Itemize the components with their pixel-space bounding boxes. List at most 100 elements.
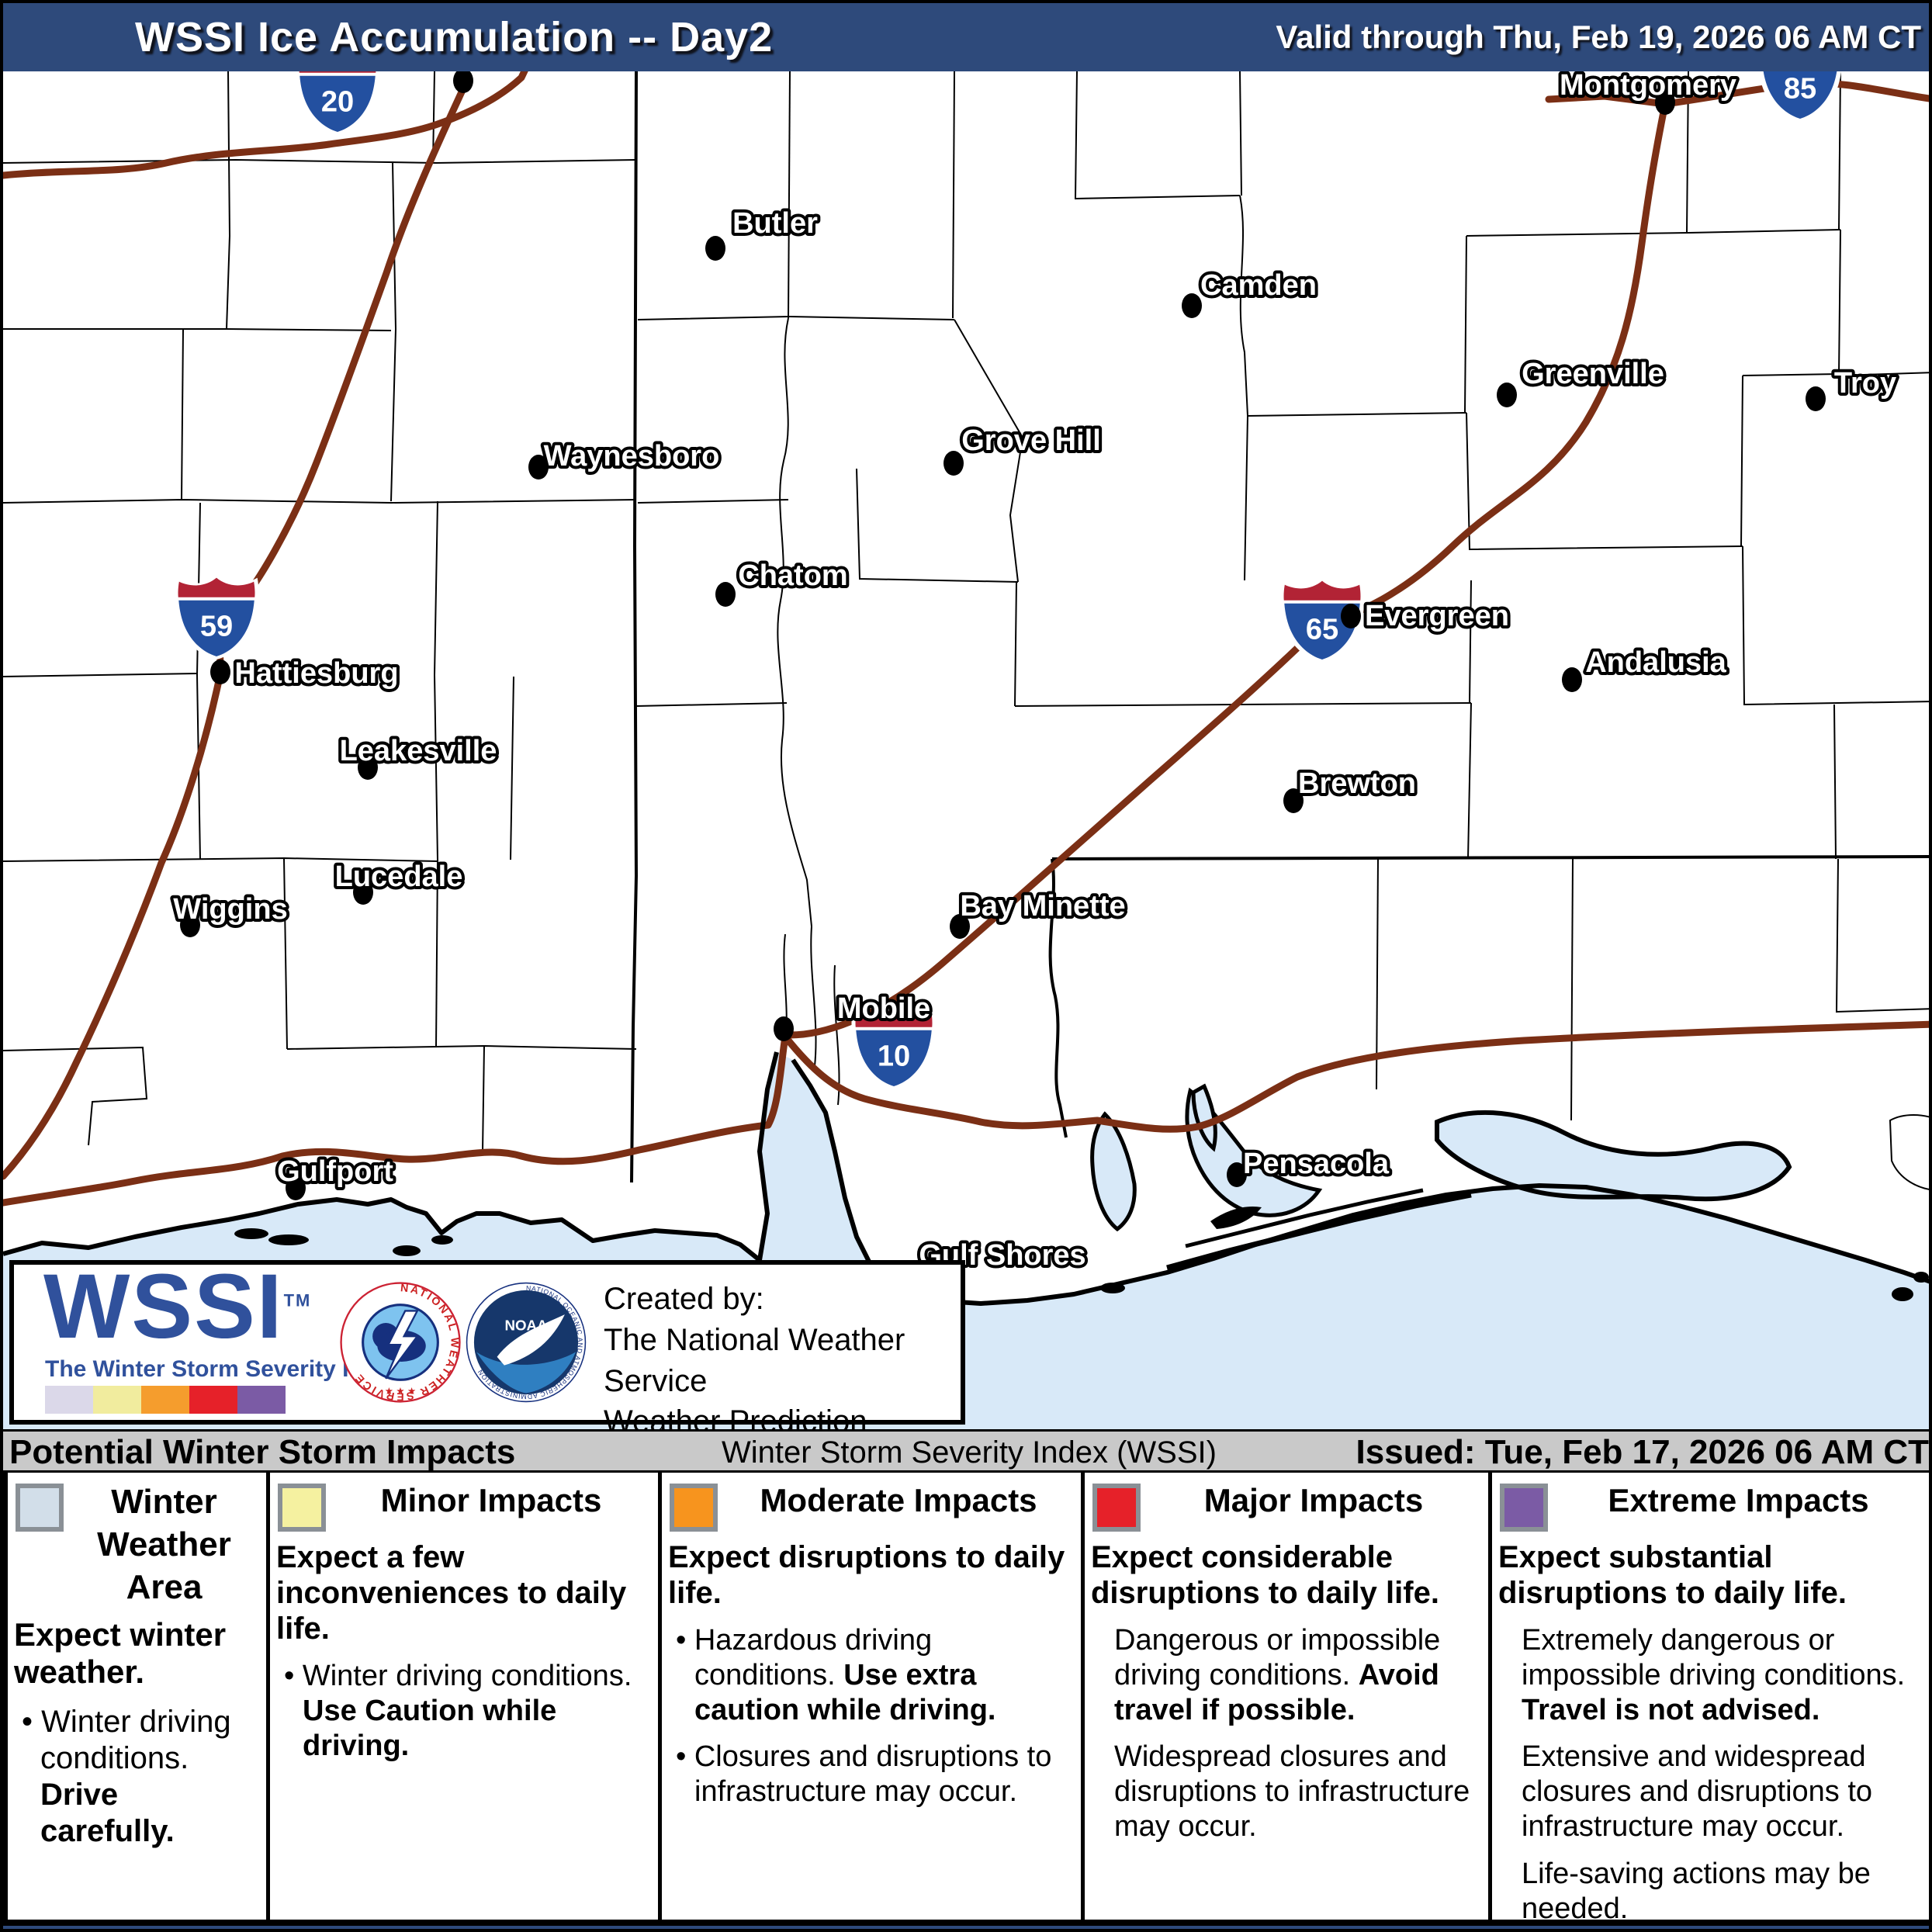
svg-text:NOAA: NOAA	[504, 1317, 548, 1333]
svg-text:Montgomery: Montgomery	[1560, 71, 1736, 102]
state-lines	[630, 71, 1929, 1183]
minor-swatch	[278, 1484, 326, 1532]
impacts-bar-subtitle: Winter Storm Severity Index (WSSI)	[722, 1435, 1217, 1470]
severity-color-chip	[45, 1386, 93, 1414]
trademark: TM	[283, 1290, 312, 1311]
svg-text:Butler: Butler	[732, 207, 818, 240]
page-title: WSSI Ice Accumulation -- Day2	[135, 14, 774, 61]
legend-title: Major Impacts	[1203, 1482, 1424, 1518]
nws-logo-icon: NATIONAL WEATHER SERVICE ★ ★ ★	[340, 1282, 461, 1403]
city-leakesville: Leakesville	[337, 732, 500, 780]
svg-text:Camden: Camden	[1200, 269, 1317, 302]
legend-item: Extensive and widespread closures and di…	[1522, 1740, 1873, 1844]
perdido-bay	[1090, 1111, 1137, 1232]
impacts-bar-title: Potential Winter Storm Impacts	[9, 1433, 516, 1471]
legend-col-major: Major Impacts Expect considerable disrup…	[1081, 1473, 1488, 1920]
map-area: 20 85 59 65 10 Montgomery Butler Camden Greenvi…	[3, 71, 1929, 1429]
legend-col-extreme: Extreme Impacts Expect substantial disru…	[1488, 1473, 1929, 1925]
city-bay-minette: Bay Minette	[950, 887, 1129, 939]
legend-title: Minor Impacts	[380, 1482, 602, 1518]
city-gulfport: Gulfport	[274, 1152, 396, 1200]
svg-text:59: 59	[200, 611, 233, 643]
interstate-20-shield-icon: 20	[295, 71, 380, 135]
interstate-10-shield-icon: 10	[851, 1004, 937, 1089]
legend-col-moderate: Moderate Impacts Expect disruptions to d…	[658, 1473, 1081, 1920]
svg-text:Leakesville: Leakesville	[340, 735, 497, 767]
legend-items: Extremely dangerous or impossible drivin…	[1498, 1623, 1924, 1927]
legend-item: Widespread closures and disruptions to i…	[1114, 1740, 1470, 1844]
road-i65	[786, 100, 1669, 1039]
city-brewton: Brewton	[1283, 764, 1419, 813]
escambia-bay	[1191, 1083, 1217, 1152]
winter-weather-swatch	[16, 1484, 64, 1532]
svg-text:65: 65	[1306, 614, 1338, 646]
svg-text:Mobile: Mobile	[837, 992, 930, 1025]
valid-through-text: Valid through Thu, Feb 19, 2026 06 AM CT	[1276, 19, 1921, 55]
city-chatom: Chatom	[715, 556, 851, 607]
legend-intro: Expect a few inconveniences to daily lif…	[276, 1540, 627, 1646]
svg-text:Waynesboro: Waynesboro	[544, 440, 720, 473]
severity-color-chip	[141, 1386, 189, 1414]
city-dot	[453, 71, 473, 93]
city-lucedale: Lucedale	[332, 857, 466, 905]
legend-title: Winter Weather Area	[97, 1483, 231, 1606]
interstate-85-shield-icon: 85	[1758, 71, 1842, 122]
svg-text:Pensacola: Pensacola	[1243, 1148, 1390, 1180]
svg-text:Hattiesburg: Hattiesburg	[234, 657, 398, 690]
legend-item: • Winter driving conditions. Use Caution…	[284, 1660, 632, 1762]
legend-item: Life-saving actions may be needed.	[1522, 1857, 1871, 1925]
road-i10-east	[781, 1020, 1929, 1133]
legend-intro: Expect substantial disruptions to daily …	[1498, 1540, 1847, 1610]
severity-color-chip	[189, 1386, 237, 1414]
legend-items: • Winter driving conditions. Use Caution…	[276, 1659, 652, 1763]
legend-items: Dangerous or impossible driving conditio…	[1091, 1623, 1482, 1844]
legend-intro: Expect disruptions to daily life.	[668, 1540, 1065, 1610]
legend-item: • Hazardous driving conditions. Use extr…	[676, 1624, 996, 1726]
svg-text:Evergreen: Evergreen	[1365, 600, 1509, 632]
legend-item: Dangerous or impossible driving conditio…	[1114, 1624, 1441, 1726]
wssi-logo: WSSITM	[43, 1255, 312, 1358]
svg-text:Gulfport: Gulfport	[277, 1155, 393, 1188]
svg-text:10: 10	[878, 1040, 910, 1073]
legend-intro: Expect winter weather.	[14, 1616, 227, 1691]
issued-text: Issued: Tue, Feb 17, 2026 06 AM CT	[1356, 1433, 1929, 1471]
city-pensacola: Pensacola	[1227, 1144, 1393, 1187]
city-evergreen: Evergreen	[1341, 597, 1512, 635]
severity-color-chip	[237, 1386, 286, 1414]
city-butler: Butler	[705, 204, 821, 261]
city-waynesboro: Waynesboro	[528, 437, 722, 480]
moderate-swatch	[670, 1484, 718, 1532]
wssi-severity-strip	[45, 1386, 286, 1414]
wssi-logo-box: WSSITM The Winter Storm Severity Index N…	[9, 1255, 965, 1480]
east-bay	[1435, 1110, 1792, 1202]
map-svg: 20 85 59 65 10 Montgomery Butler Camden Greenvi…	[3, 71, 1929, 1429]
city-hattiesburg: Hattiesburg	[210, 654, 402, 693]
legend-title: Extreme Impacts	[1608, 1482, 1869, 1518]
svg-text:★ ★ ★: ★ ★ ★	[385, 1386, 416, 1397]
interstate-roads	[3, 71, 1929, 1207]
city-montgomery: Montgomery	[1556, 71, 1740, 115]
legend-items: • Hazardous driving conditions. Use extr…	[668, 1623, 1075, 1809]
city-wiggins: Wiggins	[170, 890, 291, 937]
city-camden: Camden	[1182, 266, 1320, 318]
severity-color-chip	[93, 1386, 141, 1414]
legend-intro: Expect considerable disruptions to daily…	[1091, 1540, 1439, 1610]
road-i10-west	[3, 1033, 789, 1207]
svg-text:Bay Minette: Bay Minette	[960, 890, 1125, 923]
city-greenville: Greenville	[1497, 355, 1667, 407]
road-us80	[1545, 92, 1669, 108]
legend-title: Moderate Impacts	[760, 1482, 1037, 1518]
legend-col-winter-weather: Winter Weather Area Expect winter weathe…	[8, 1473, 266, 1920]
impacts-header-bar: Potential Winter Storm Impacts Winter St…	[3, 1429, 1929, 1473]
svg-text:Lucedale: Lucedale	[335, 860, 463, 893]
legend-col-minor: Minor Impacts Expect a few inconvenience…	[266, 1473, 658, 1920]
svg-text:Brewton: Brewton	[1298, 767, 1416, 800]
city-andalusia: Andalusia	[1562, 643, 1730, 692]
legend-item: • Winter driving conditions. Drive caref…	[22, 1704, 231, 1849]
svg-text:Troy: Troy	[1834, 367, 1896, 400]
road-i20	[3, 71, 528, 179]
interstate-shields: 20 85 59 65 10	[174, 71, 1842, 1089]
city-mobile: Mobile	[774, 989, 933, 1041]
svg-text:Greenville: Greenville	[1522, 358, 1664, 390]
